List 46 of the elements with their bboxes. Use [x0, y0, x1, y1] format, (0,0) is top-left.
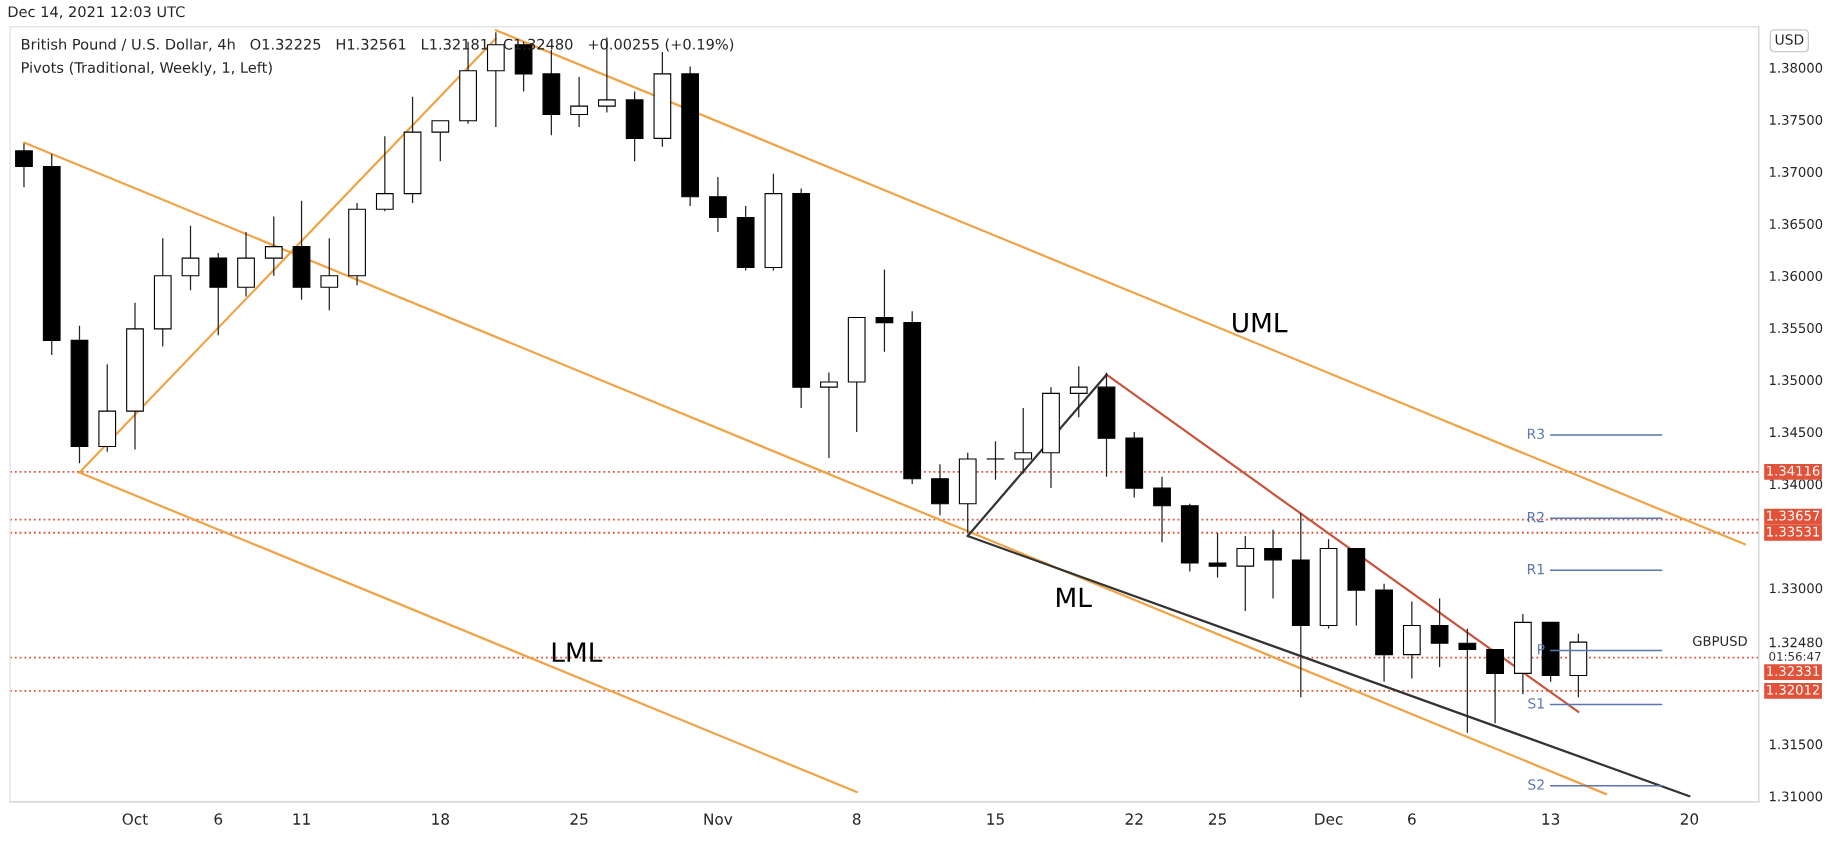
y-tick-label: 1.36500: [1769, 218, 1823, 229]
x-tick-label: 6: [214, 813, 223, 825]
y-tick-label: 1.31500: [1769, 739, 1823, 750]
series-label: S2: [1528, 779, 1544, 790]
ref-line-label: 1.33657: [1767, 510, 1820, 521]
y-tick-label: 1.35000: [1769, 375, 1823, 386]
x-tick-label: Nov: [704, 813, 733, 825]
x-tick-label: 20: [1680, 813, 1699, 825]
annotation: GBPUSD: [1693, 636, 1747, 646]
y-tick-label: 1.34000: [1769, 479, 1823, 490]
x-tick-label: 22: [1125, 813, 1143, 825]
series-label: R1: [1527, 564, 1544, 575]
x-tick-label: 13: [1542, 813, 1560, 825]
x-tick-label: 8: [852, 813, 861, 825]
text: 01:56:47: [1769, 651, 1821, 661]
x-tick-label: Oct: [122, 813, 148, 825]
x-tick-label: 15: [987, 813, 1004, 825]
y-tick-label: 1.33000: [1769, 583, 1823, 594]
x-tick-label: 18: [432, 813, 449, 825]
x-tick-label: 11: [293, 813, 310, 825]
text: Dec 14, 2021 12:03 UTC: [8, 6, 185, 19]
y-tick-label: 1.31000: [1769, 791, 1823, 802]
ref-line-label: 1.32012: [1767, 684, 1819, 695]
x-tick-label: Dec: [1315, 813, 1343, 825]
y-tick-label: 1.37500: [1769, 114, 1823, 125]
series-label: UML: [1233, 312, 1288, 333]
x-tick-label: 25: [1208, 813, 1226, 825]
series-label: LML: [552, 642, 603, 662]
text: Pivots (Traditional, Weekly, 1, Left): [22, 61, 272, 76]
series-label: S1: [1528, 698, 1544, 709]
series-label: P: [1538, 644, 1545, 655]
x-tick-label: 6: [1408, 813, 1416, 825]
y-tick-label: 1.36000: [1769, 271, 1823, 281]
series-label: ML: [1057, 587, 1092, 607]
y-tick-label: 1.37000: [1769, 166, 1823, 177]
y-tick-label: 1.38000: [1769, 62, 1823, 73]
ref-line-label: 1.33531: [1767, 526, 1820, 537]
x-tick-label: 25: [570, 813, 588, 825]
ref-line-label: 1.34116: [1767, 465, 1820, 476]
y-axis-title: USD: [1775, 34, 1804, 45]
series-label: R3: [1527, 428, 1544, 440]
series-label: R2: [1527, 511, 1544, 523]
y-tick-label: 1.35500: [1769, 323, 1823, 334]
ref-line-label: 1.32331: [1767, 666, 1820, 676]
y-tick-label: 1.32480: [1769, 637, 1823, 648]
y-tick-label: 1.34500: [1769, 427, 1823, 438]
